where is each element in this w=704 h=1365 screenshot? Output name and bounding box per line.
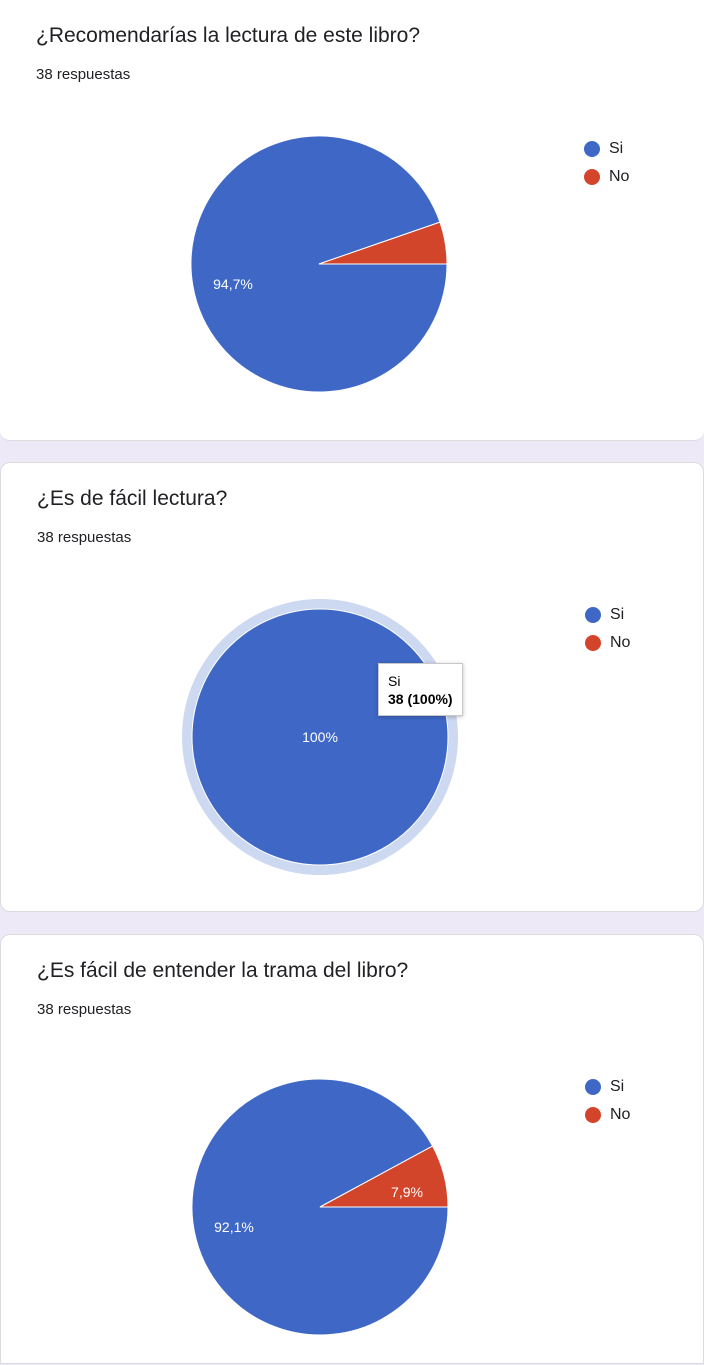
tooltip-value: 38 (100%) [388,691,453,707]
legend-marker-si [585,607,601,623]
slice-data-label: 7,9% [391,1184,423,1200]
pie-chart: 100% [182,599,458,875]
chart-legend: Si No [584,135,629,191]
legend-item-no[interactable]: No [584,163,629,191]
legend-label: No [610,1106,631,1123]
legend-item-si[interactable]: Si [585,1073,630,1101]
pie-chart: 94,7% [190,135,448,393]
pie-slice-no [318,221,448,265]
legend-label: Si [610,606,625,623]
legend-label: No [610,634,631,651]
tooltip-label: Si [388,673,401,689]
question-title: ¿Es de fácil lectura? [37,487,228,510]
legend-label: No [609,168,630,185]
legend-item-si[interactable]: Si [584,135,629,163]
legend-marker-si [584,141,600,157]
slice-data-label: 94,7% [213,276,253,292]
response-count: 38 respuestas [37,529,132,546]
legend-label: Si [610,1078,625,1095]
chart-legend: Si No [585,1073,630,1129]
legend-marker-no [584,169,600,185]
question-title: ¿Es fácil de entender la trama del libro… [37,959,409,982]
question-title: ¿Recomendarías la lectura de este libro? [36,24,421,47]
chart-legend: Si No [585,601,630,657]
chart-tooltip: Si 38 (100%) [378,663,463,716]
legend-item-no[interactable]: No [585,1101,630,1129]
legend-item-si[interactable]: Si [585,601,630,629]
legend-label: Si [609,140,624,157]
legend-marker-no [585,1107,601,1123]
pie-slice-no [319,1145,449,1208]
legend-marker-no [585,635,601,651]
pie-chart: 92,1% 7,9% [191,1078,449,1336]
slice-data-label: 100% [302,729,338,745]
question-card: ¿Es de fácil lectura? 38 respuestas 100%… [0,462,704,912]
slice-data-label: 92,1% [214,1219,254,1235]
response-count: 38 respuestas [36,66,131,83]
response-count: 38 respuestas [37,1001,132,1018]
legend-item-no[interactable]: No [585,629,630,657]
legend-marker-si [585,1079,601,1095]
question-card: ¿Es fácil de entender la trama del libro… [0,934,704,1364]
question-card: ¿Recomendarías la lectura de este libro?… [0,0,704,441]
